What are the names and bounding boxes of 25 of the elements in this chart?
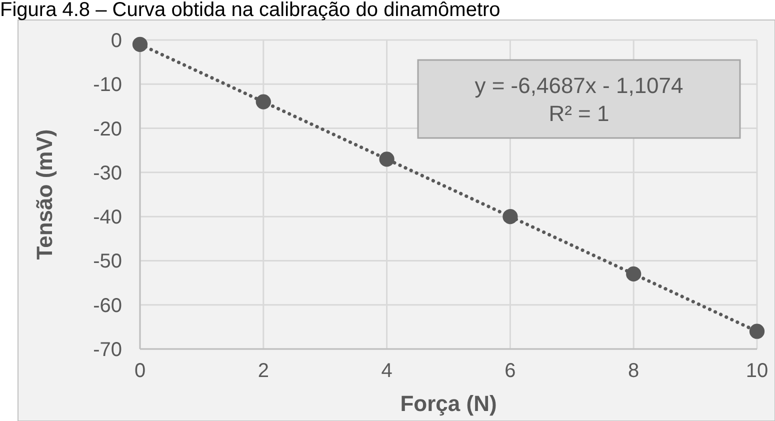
point	[502, 209, 518, 224]
y-tick-label: -60	[93, 294, 122, 317]
point	[379, 152, 394, 167]
annotation: y = -6,4687x - 1,1074	[474, 73, 684, 98]
y-tick-label: -70	[93, 339, 122, 361]
y-tick-label: -20	[93, 118, 122, 140]
point	[626, 266, 642, 282]
y-tick-label: -30	[93, 162, 122, 184]
x-axis-title: Força (N)	[400, 391, 497, 416]
x-tick-label: 10	[746, 360, 768, 382]
y-axis-title: Tensão (mV)	[32, 129, 57, 260]
x-tick-label: 0	[134, 360, 146, 382]
x-tick-label: 2	[258, 360, 269, 382]
y-tick-label: 0	[110, 30, 122, 52]
point	[132, 36, 148, 52]
chart-title: Figura 4.8 – Curva obtida na calibração do dinamômetro	[0, 0, 500, 21]
point	[749, 324, 765, 339]
x-tick-label: 4	[381, 360, 392, 382]
y-tick-label: -40	[93, 206, 122, 229]
point	[256, 94, 271, 110]
annotation: R² = 1	[548, 101, 610, 126]
x-tick-label: 6	[504, 360, 516, 382]
y-tick-label: -10	[93, 74, 122, 96]
y-tick-label: -50	[93, 250, 122, 273]
x-tick-label: 8	[628, 360, 640, 382]
